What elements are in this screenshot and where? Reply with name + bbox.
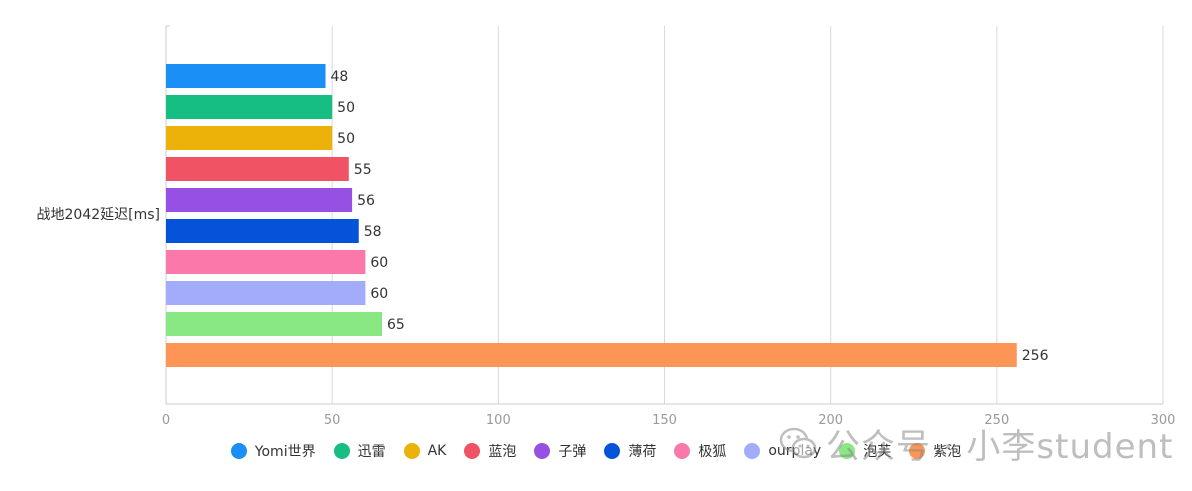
legend-label: 子弹	[558, 444, 587, 460]
legend-swatch	[909, 443, 926, 459]
data-label-极狐: 60	[370, 255, 388, 271]
legend-label: Yomi世界	[254, 444, 316, 460]
legend-label: 紫泡	[933, 444, 962, 460]
bar-极狐	[166, 250, 366, 274]
bar-迅雷	[166, 95, 333, 119]
legend-item-蓝泡[interactable]: 蓝泡	[464, 441, 516, 461]
legend-item-极狐[interactable]: 极狐	[674, 441, 726, 461]
legend-item-迅雷[interactable]: 迅雷	[333, 441, 386, 461]
legend-swatch	[534, 443, 551, 459]
data-label-Yomi世界: 48	[331, 69, 349, 85]
x-tick-label-200: 200	[818, 413, 843, 428]
legend-item-紫泡[interactable]: 紫泡	[909, 441, 961, 461]
labels: 0 50 100 150 200 250 300 战地2042延迟[ms] 48 50 50 55 56…	[37, 69, 1176, 428]
legend-swatch	[744, 443, 761, 459]
legend-item-AK[interactable]: AK	[403, 443, 447, 459]
legend-swatch	[403, 443, 420, 459]
data-label-蓝泡: 55	[354, 162, 372, 178]
bars	[166, 64, 1017, 367]
legend-label: 蓝泡	[488, 444, 517, 460]
legend-swatch	[464, 443, 481, 459]
x-tick-label-100: 100	[486, 413, 511, 428]
legend-label: 泡芙	[863, 444, 892, 460]
legend-item-泡芙[interactable]: 泡芙	[839, 441, 891, 461]
watermark: 公众号 · 小李student	[778, 420, 1174, 467]
x-tick-label-300: 300	[1151, 413, 1176, 428]
x-tick-label-250: 250	[984, 413, 1009, 428]
legend-item-子弹[interactable]: 子弹	[534, 441, 586, 461]
bar-紫泡	[166, 343, 1017, 367]
grid-lines	[331, 26, 1164, 404]
bar-AK	[166, 126, 333, 150]
legend-item-薄荷[interactable]: 薄荷	[604, 441, 656, 461]
watermark-text: 公众号 · 小李student	[826, 426, 1174, 467]
bar-子弹	[166, 188, 353, 212]
legend: Yomi世界迅雷AK蓝泡子弹薄荷极狐ourplay泡芙紫泡	[0, 436, 1192, 466]
x-tick-label-150: 150	[652, 413, 677, 428]
legend-swatch	[604, 443, 621, 459]
x-tick-label-50: 50	[324, 413, 341, 428]
legend-label: 迅雷	[357, 444, 386, 460]
legend-swatch	[230, 443, 247, 459]
data-label-迅雷: 50	[337, 100, 355, 116]
data-label-薄荷: 58	[364, 224, 382, 240]
legend-swatch	[333, 443, 350, 459]
legend-label: 薄荷	[628, 444, 657, 460]
axes	[165, 25, 1163, 405]
data-label-紫泡: 256	[1022, 348, 1049, 364]
bar-Yomi世界	[166, 64, 326, 88]
bar-蓝泡	[166, 157, 349, 181]
x-tick-label-0: 0	[162, 413, 170, 428]
legend-swatch	[674, 443, 691, 459]
legend-item-Yomi世界[interactable]: Yomi世界	[230, 441, 316, 461]
bar-ourplay	[166, 281, 366, 305]
legend-swatch	[839, 443, 856, 459]
legend-label: 极狐	[698, 444, 727, 460]
bar-泡芙	[166, 312, 383, 336]
data-label-ourplay: 60	[370, 286, 388, 302]
data-label-子弹: 56	[357, 193, 375, 209]
bar-薄荷	[166, 219, 359, 243]
data-label-AK: 50	[337, 131, 355, 147]
legend-label: AK	[427, 443, 447, 459]
category-label: 战地2042延迟[ms]	[37, 207, 160, 223]
data-label-泡芙: 65	[387, 317, 405, 333]
wechat-icon	[779, 427, 817, 459]
